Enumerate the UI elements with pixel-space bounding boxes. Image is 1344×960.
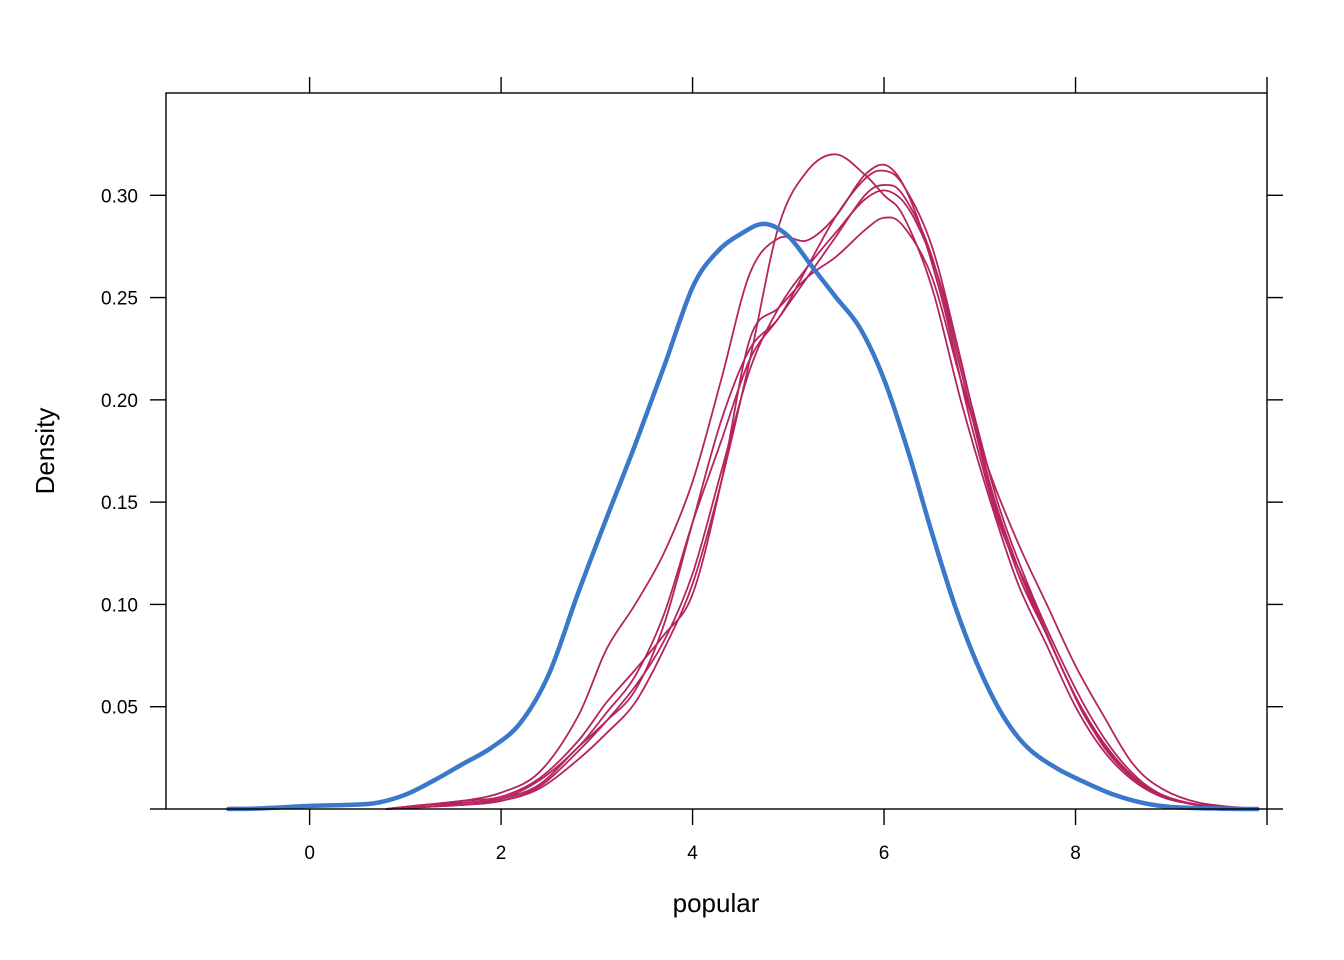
imputed-density-line (385, 153, 1259, 810)
tick-layer: 0 2 4 6 8 0.05 0.10 0.15 0.20 0.25 0.30 (101, 77, 1283, 864)
y-tick-label: 0.10 (101, 595, 138, 616)
x-tick-label: 2 (496, 843, 507, 864)
imputed-density-line (385, 216, 1259, 810)
observed-density-line (225, 221, 1260, 812)
x-tick-label: 0 (304, 843, 315, 864)
y-tick-label: 0.25 (101, 289, 138, 310)
y-tick-label: 0.30 (101, 186, 138, 207)
y-tick-label: 0.15 (101, 493, 138, 514)
y-axis-title: Density (30, 408, 60, 495)
y-tick-label: 0.20 (101, 391, 138, 412)
imputed-density-line (385, 189, 1259, 810)
y-tick-label: 0.05 (101, 698, 138, 719)
series-layer (225, 153, 1260, 812)
x-tick-label: 8 (1070, 843, 1081, 864)
plot-frame (165, 92, 1268, 810)
x-tick-label: 6 (879, 843, 890, 864)
x-tick-label: 4 (687, 843, 698, 864)
imputed-density-line (385, 169, 1259, 810)
x-axis-title: popular (673, 888, 760, 918)
